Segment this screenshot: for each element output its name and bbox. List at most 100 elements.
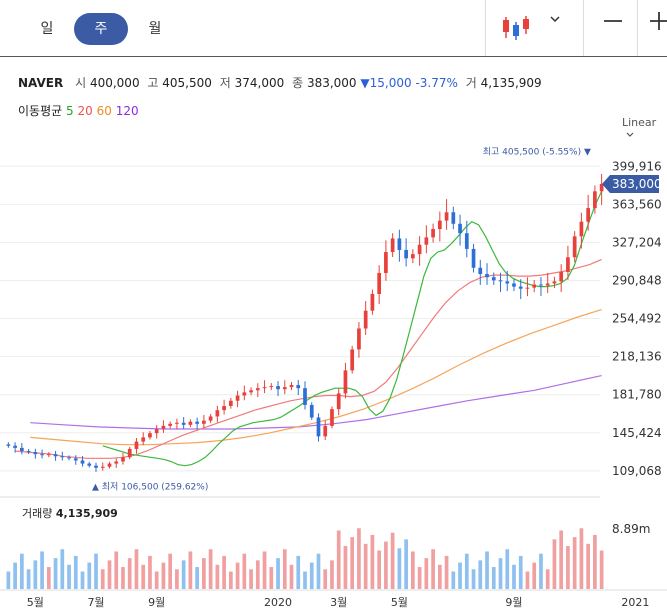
minus-icon[interactable]: [602, 10, 624, 38]
volume-bar: [343, 546, 348, 589]
volume-bar: [262, 551, 267, 589]
ma60-label: 60: [96, 104, 112, 118]
candle-body: [262, 387, 267, 389]
candle-body: [94, 465, 98, 468]
volume-bar: [148, 555, 152, 589]
candle-body: [323, 425, 328, 437]
candle-body: [168, 423, 173, 426]
period-tab-day[interactable]: 일: [40, 21, 54, 37]
volume-bar: [552, 539, 557, 589]
candle-body: [525, 287, 530, 289]
volume-bar: [491, 567, 496, 589]
volume-bar: [94, 553, 98, 589]
candle-body: [309, 404, 314, 418]
candle-body: [67, 457, 71, 459]
candle-body: [471, 248, 476, 268]
y-tick-label: 327,204: [612, 235, 662, 249]
scale-mode-dropdown[interactable]: Linear: [622, 116, 667, 142]
volume-bar: [121, 567, 125, 589]
candle-body: [350, 349, 355, 371]
volume-bar: [593, 534, 597, 589]
volume-bar: [586, 543, 590, 589]
candle-body: [249, 390, 253, 393]
volume-bar: [53, 558, 58, 589]
candle-body: [100, 466, 105, 468]
current-price-label: 383,000: [612, 177, 662, 191]
x-tick-label: 2021: [621, 596, 649, 609]
volume-bar: [478, 560, 483, 589]
volume-bar: [296, 555, 301, 589]
volume-bar: [161, 562, 166, 589]
candle-body: [134, 441, 139, 449]
x-tick-label: 9월: [148, 596, 165, 609]
candle-body: [498, 280, 503, 282]
candle-body: [384, 252, 388, 273]
candle-body: [518, 286, 523, 289]
volume-bar: [289, 564, 294, 589]
ma5-line: [102, 191, 603, 467]
volume-bar: [141, 564, 146, 589]
candle-body: [566, 257, 570, 272]
volume-bar: [303, 571, 307, 589]
candle-body: [485, 274, 489, 278]
candle-body: [424, 237, 429, 245]
candle-body: [397, 238, 402, 250]
candlestick-icon[interactable]: [498, 12, 534, 44]
candle-body: [141, 437, 146, 442]
period-tab-month[interactable]: 월: [148, 21, 162, 37]
open-value: 400,000: [89, 76, 140, 90]
x-tick-label: 5월: [27, 596, 44, 609]
volume-bar: [532, 562, 537, 589]
chevron-down-icon[interactable]: [549, 12, 561, 28]
candle-body: [255, 388, 260, 391]
candle-body: [73, 458, 78, 461]
candle-body: [235, 395, 240, 401]
volume-bar: [80, 571, 85, 589]
period-tab-week[interactable]: 주: [74, 13, 128, 45]
y-tick-label: 145,424: [612, 426, 662, 440]
x-tick-label: 7월: [87, 596, 104, 609]
volume-bar: [208, 549, 213, 589]
plus-icon[interactable]: [648, 10, 667, 38]
volume-bar: [572, 537, 577, 589]
volume-bar: [336, 530, 341, 589]
scale-mode-label: Linear: [622, 116, 657, 129]
volume-bar: [235, 562, 240, 589]
candle-body: [390, 238, 395, 253]
high-value: 405,500: [162, 76, 212, 90]
ma20-line: [15, 258, 602, 459]
candle-body: [202, 420, 206, 424]
y-tick-label: 254,492: [612, 312, 662, 326]
current-price-tag: [602, 174, 659, 193]
volume-bar: [228, 571, 233, 589]
volume-bar: [350, 537, 355, 589]
candle-body: [363, 310, 368, 329]
candle-body: [579, 221, 584, 237]
candle-body: [411, 254, 415, 259]
volume-bar: [195, 567, 199, 589]
volume-bar: [498, 558, 503, 589]
volume-bar: [316, 553, 321, 589]
volume-bar: [384, 541, 388, 589]
volume-bar: [276, 558, 280, 589]
low-annotation: ▲ 최저 106,500 (259.62%): [92, 482, 208, 493]
volume-panel-title: 거래량: [22, 507, 53, 520]
volume-bar: [100, 569, 105, 589]
volume-bar: [181, 560, 186, 589]
ma120-label: 120: [115, 104, 139, 118]
candle-body: [303, 388, 307, 405]
candle-body: [282, 387, 287, 390]
candle-body: [289, 385, 294, 388]
volume-axis-label: 8.89m: [612, 522, 650, 536]
candle-body: [269, 386, 274, 388]
volume-bar: [330, 560, 334, 589]
candle-body: [127, 448, 132, 458]
candle-body: [40, 454, 44, 456]
moving-average-legend[interactable]: 이동평균 5 20 60 120: [18, 102, 139, 119]
candle-body: [330, 409, 334, 426]
candle-body: [13, 445, 17, 448]
candle-body: [357, 328, 361, 350]
x-tick-label: 3월: [330, 596, 347, 609]
volume-bar: [579, 528, 584, 589]
